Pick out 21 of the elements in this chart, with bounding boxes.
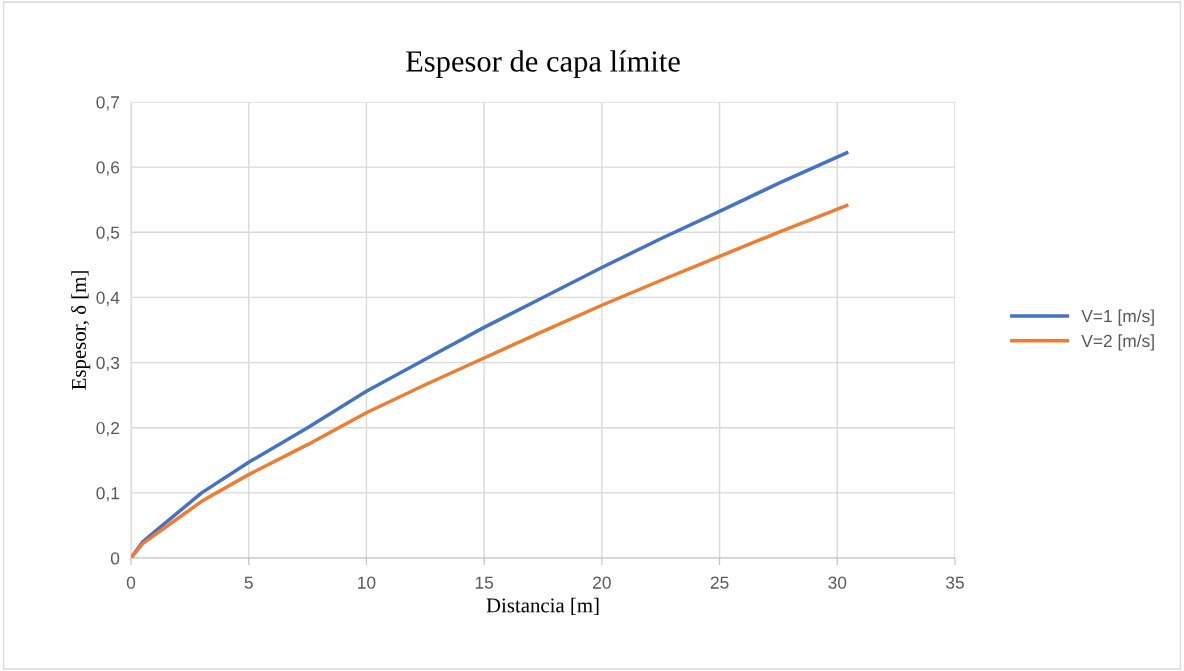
y-tick-label: 0,6	[96, 161, 120, 176]
y-tick-label: 0,5	[96, 226, 120, 241]
x-tick-label: 35	[946, 576, 964, 589]
y-tick-label: 0,1	[96, 487, 120, 502]
legend-label: V=1 [m/s]	[1081, 309, 1154, 326]
y-tick-label: 0,7	[96, 96, 120, 111]
y-tick-label: 0	[110, 552, 120, 565]
x-tick-label: 15	[475, 576, 494, 589]
y-tick-label: 0,2	[96, 421, 120, 437]
y-tick-label: 0,3	[96, 356, 120, 372]
x-tick-label: 10	[358, 576, 376, 589]
y-tick-label: 0,4	[96, 291, 120, 306]
x-tick-label: 30	[828, 576, 847, 589]
x-axis-title: Distancia [m]	[486, 597, 599, 616]
chart-title: Espesor de capa límite	[406, 50, 680, 78]
x-tick-label: 25	[710, 576, 729, 589]
x-tick-label: 20	[593, 576, 611, 589]
legend-label: V=2 [m/s]	[1081, 334, 1154, 351]
x-tick-label: 5	[244, 576, 253, 589]
x-tick-label: 0	[126, 576, 136, 589]
y-axis-title: Espesor, δ [m]	[71, 271, 91, 390]
